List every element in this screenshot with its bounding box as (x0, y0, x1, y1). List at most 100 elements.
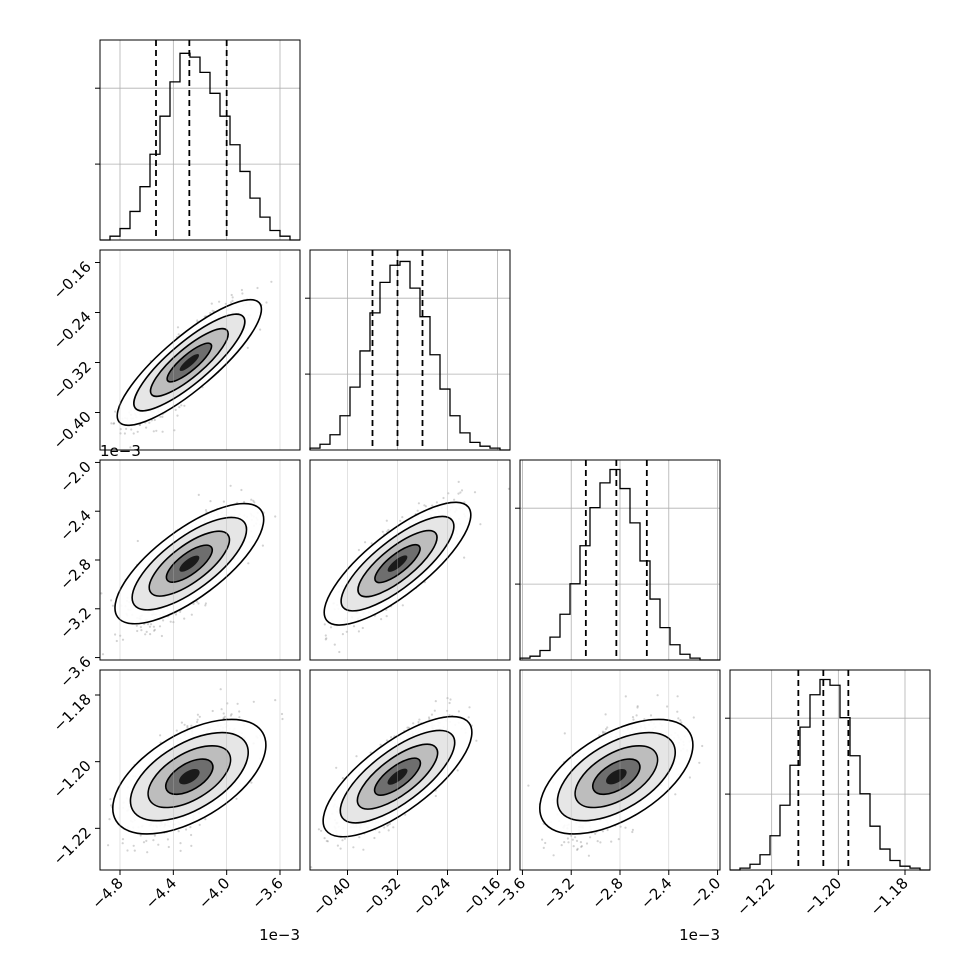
scatter-point (153, 834, 156, 837)
scatter-point (169, 620, 172, 623)
scatter-point (196, 718, 199, 721)
scatter-point (110, 804, 113, 807)
scatter-point (180, 404, 183, 407)
scatter-point (209, 311, 212, 315)
scatter-point (341, 633, 344, 636)
scatter-point (147, 623, 150, 626)
scatter-point (323, 623, 326, 626)
scatter-point (473, 491, 477, 494)
scatter-point (114, 633, 117, 636)
density-contour (323, 501, 472, 626)
scatter-point (153, 628, 156, 631)
density-panel-3-2 (309, 459, 511, 661)
density-contour (340, 515, 455, 612)
scatter-point (259, 328, 262, 331)
scatter-point (140, 629, 143, 632)
scatter-point (129, 446, 132, 449)
scatter-point (113, 422, 116, 425)
density-contour (374, 543, 421, 584)
scatter-point (387, 528, 390, 532)
panel-frame (99, 249, 301, 451)
scatter-point (123, 432, 126, 435)
density-contour (357, 529, 438, 598)
scatter-point (185, 828, 188, 831)
histogram-step (100, 52, 300, 241)
scatter-point (380, 618, 383, 621)
histogram-panel-2 (305, 249, 511, 451)
scatter-point (110, 599, 113, 602)
scatter-point (381, 530, 384, 533)
scatter-point (174, 613, 178, 616)
scatter-point (204, 509, 208, 512)
scatter-point (179, 610, 182, 614)
scatter-point (138, 423, 141, 427)
density-contour (148, 530, 231, 597)
scatter-point (132, 432, 135, 435)
histogram-panel-1 (95, 39, 301, 241)
scatter-point (352, 625, 356, 628)
scatter-point (149, 633, 152, 636)
scatter-point (250, 498, 253, 501)
scatter-point (357, 548, 360, 552)
scatter-point (423, 504, 426, 507)
scatter-point (324, 638, 327, 641)
scatter-point (150, 623, 153, 626)
scatter-point (192, 602, 195, 606)
scatter-point (155, 429, 158, 432)
histogram-panel-4 (725, 669, 931, 871)
scatter-point (231, 296, 234, 299)
scatter-point (435, 501, 438, 504)
scatter-point (247, 562, 250, 565)
scatter-point (507, 487, 510, 490)
density-contour (166, 342, 213, 383)
panel-frame (729, 669, 931, 871)
scatter-point (161, 415, 164, 418)
panel-frame (99, 39, 301, 241)
scatter-point (243, 500, 246, 504)
scatter-point (246, 346, 249, 349)
scatter-point (161, 430, 164, 433)
scatter-point (196, 319, 199, 322)
scatter-point (190, 844, 193, 848)
scatter-point (146, 851, 149, 854)
scatter-point (152, 430, 155, 433)
scatter-point (431, 504, 434, 507)
density-fill (179, 555, 200, 572)
panel-bg (100, 40, 300, 240)
scatter-point (265, 301, 268, 304)
scatter-point (240, 288, 243, 292)
density-contour (131, 516, 248, 611)
scatter-point (253, 501, 256, 504)
scatter-point (460, 489, 464, 492)
scatter-point (100, 592, 103, 595)
scatter-point (235, 797, 238, 800)
scatter-point (424, 505, 427, 508)
scatter-point (261, 544, 264, 547)
scatter-point (139, 834, 142, 837)
panel-frame (309, 459, 511, 661)
scatter-point (401, 604, 404, 607)
scatter-point (459, 491, 462, 494)
scatter-point (162, 619, 165, 622)
scatter-point (338, 650, 341, 654)
scatter-point (224, 302, 227, 305)
scatter-point (160, 634, 163, 638)
scatter-point (121, 838, 125, 841)
scatter-point (229, 484, 232, 487)
histogram-panel-3 (515, 459, 721, 661)
scatter-point (130, 428, 133, 431)
scatter-point (153, 418, 156, 422)
scatter-point (329, 626, 333, 629)
scatter-point (457, 480, 460, 483)
scatter-point (148, 421, 151, 424)
scatter-point (159, 415, 162, 418)
scatter-point (183, 404, 186, 407)
scatter-point (280, 712, 284, 716)
scatter-point (361, 626, 364, 630)
scatter-point (183, 617, 186, 620)
scatter-point (236, 702, 239, 705)
scatter-point (370, 542, 373, 545)
scatter-point (205, 510, 208, 514)
scatter-point (189, 826, 192, 829)
density-panel-2-1 (99, 249, 301, 451)
